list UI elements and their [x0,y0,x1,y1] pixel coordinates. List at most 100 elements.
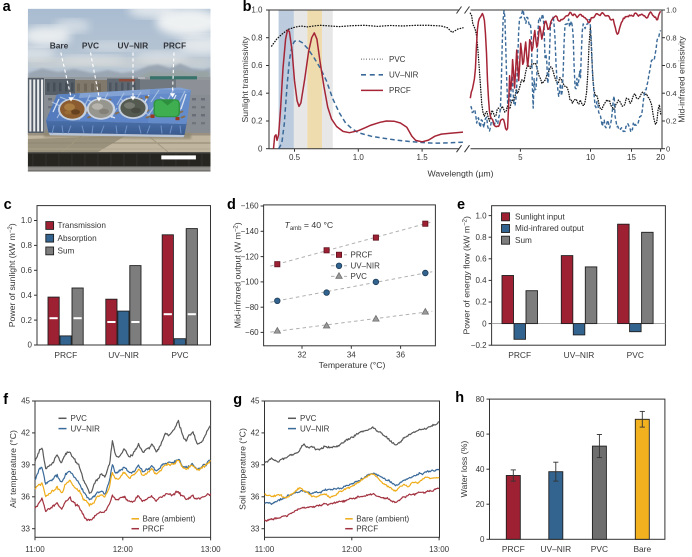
svg-text:PVC: PVC [627,350,644,360]
svg-text:1.0: 1.0 [475,211,487,220]
svg-text:11:00: 11:00 [25,545,45,554]
svg-text:Sum: Sum [58,247,75,256]
svg-text:0.4: 0.4 [475,276,487,285]
svg-text:36: 36 [396,350,405,359]
svg-text:PRCF: PRCF [54,350,77,360]
svg-text:d: d [227,197,236,213]
svg-text:PVC: PVC [300,414,317,423]
svg-text:UV–NIR: UV–NIR [564,350,595,360]
svg-text:34: 34 [347,350,356,359]
svg-text:12:00: 12:00 [113,545,134,554]
svg-text:Absorption: Absorption [58,234,98,243]
svg-text:33: 33 [21,524,30,533]
svg-text:PRCF: PRCF [502,544,525,554]
svg-text:PRCF: PRCF [351,251,373,260]
svg-text:UV–NIR: UV–NIR [300,424,330,433]
svg-text:36: 36 [21,493,30,502]
svg-text:80: 80 [476,395,485,404]
svg-text:13:00: 13:00 [429,545,450,554]
svg-text:0.2: 0.2 [21,316,33,325]
svg-text:PRCF: PRCF [163,40,186,50]
svg-text:−120: −120 [241,252,260,261]
svg-text:13:00: 13:00 [201,545,222,554]
svg-text:20: 20 [656,153,665,162]
svg-text:12:00: 12:00 [342,545,363,554]
svg-text:39: 39 [21,461,30,470]
svg-text:5: 5 [518,153,523,162]
svg-text:1.0: 1.0 [21,216,33,225]
svg-text:60: 60 [476,430,485,439]
svg-text:0: 0 [666,144,670,153]
svg-text:−0.2: −0.2 [471,341,487,350]
svg-text:Tamb = 40 °C: Tamb = 40 °C [285,220,334,232]
svg-text:20: 20 [476,500,485,509]
svg-text:1.5: 1.5 [417,153,429,162]
svg-text:PVC: PVC [591,544,608,554]
svg-text:Sunlight transmissivity: Sunlight transmissivity [240,36,250,123]
svg-text:Bare: Bare [633,544,651,554]
svg-text:Sum: Sum [515,236,532,245]
svg-text:0.2: 0.2 [666,117,677,126]
svg-text:Wavelength (µm): Wavelength (µm) [428,169,494,179]
svg-text:a: a [3,0,12,15]
svg-text:Bare (ambient): Bare (ambient) [143,515,196,524]
svg-text:Soil temperature (°C): Soil temperature (°C) [238,428,248,510]
svg-text:0.8: 0.8 [666,33,677,42]
svg-text:PVC: PVC [351,272,368,281]
svg-text:0.2: 0.2 [475,298,487,307]
svg-text:1.0: 1.0 [353,153,365,162]
svg-text:b: b [243,0,252,15]
svg-text:f: f [3,392,8,408]
svg-text:Transmission: Transmission [58,221,107,230]
svg-text:0: 0 [480,535,485,544]
svg-text:0.6: 0.6 [666,61,677,70]
svg-text:45: 45 [251,397,260,406]
svg-text:33: 33 [251,524,260,533]
svg-text:0: 0 [482,319,487,328]
svg-text:0.6: 0.6 [251,61,263,70]
svg-text:36: 36 [251,493,260,502]
svg-text:10: 10 [586,153,595,162]
svg-text:−60: −60 [245,328,259,337]
svg-text:Air temperature (°C): Air temperature (°C) [8,430,18,508]
svg-text:Temperature (°C): Temperature (°C) [319,360,386,370]
svg-text:−140: −140 [241,227,260,236]
svg-text:0.6: 0.6 [21,266,33,275]
svg-text:0.5: 0.5 [289,153,301,162]
svg-text:PVC: PVC [171,350,188,360]
svg-text:42: 42 [251,429,260,438]
svg-text:0.8: 0.8 [21,241,33,250]
svg-text:Sunlight input: Sunlight input [515,212,565,221]
svg-text:1.0: 1.0 [251,6,263,15]
svg-text:42: 42 [21,429,30,438]
svg-text:Power of energy flow (kW m−2): Power of energy flow (kW m−2) [462,216,472,334]
svg-text:0: 0 [258,144,263,153]
svg-text:11:00: 11:00 [255,545,275,554]
svg-text:0.2: 0.2 [251,117,263,126]
svg-text:Mid-infrared output: Mid-infrared output [515,224,584,233]
svg-text:45: 45 [21,397,30,406]
svg-text:PRCF: PRCF [143,524,165,533]
svg-text:0.6: 0.6 [475,255,487,264]
svg-text:−80: −80 [245,303,259,312]
svg-text:Mid-infrared output (W m−2): Mid-infrared output (W m−2) [233,222,243,328]
svg-text:39: 39 [251,461,260,470]
svg-text:c: c [4,197,12,213]
svg-text:0.4: 0.4 [21,291,33,300]
svg-text:PVC: PVC [71,414,88,423]
svg-text:UV–NIR: UV–NIR [108,350,139,360]
svg-text:UV–NIR: UV–NIR [540,544,571,554]
svg-text:40: 40 [476,465,485,474]
svg-text:1.0: 1.0 [666,6,677,15]
svg-text:UV–NIR: UV–NIR [117,40,148,50]
svg-text:UV–NIR: UV–NIR [351,262,381,271]
svg-text:Bare: Bare [50,40,69,50]
svg-text:UV–NIR: UV–NIR [71,424,101,433]
svg-text:0: 0 [28,341,33,350]
svg-text:PRCF: PRCF [356,524,378,533]
svg-text:Power of sunlight (kW m−2): Power of sunlight (kW m−2) [7,223,17,327]
svg-text:Bare (ambient): Bare (ambient) [356,515,409,524]
svg-text:UV–NIR: UV–NIR [389,71,419,80]
svg-text:0.8: 0.8 [475,233,487,242]
svg-text:g: g [233,392,242,408]
